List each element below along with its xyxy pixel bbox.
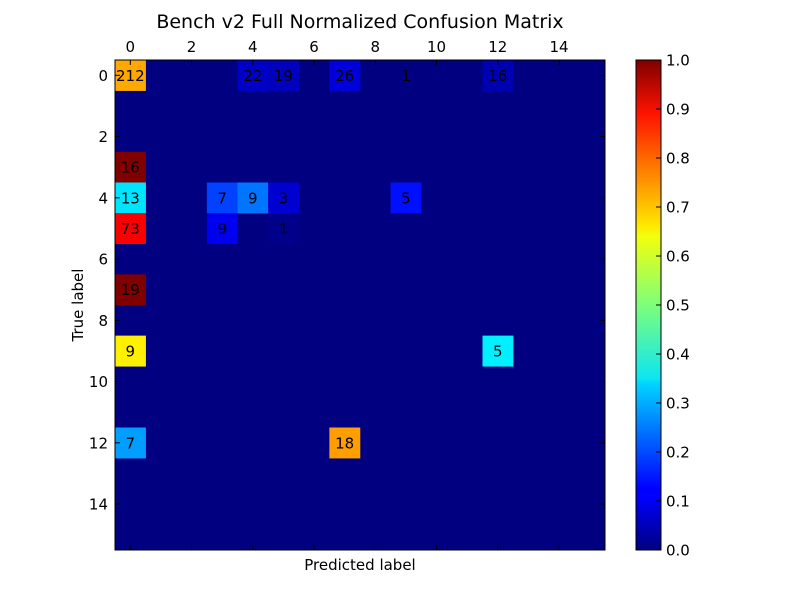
- y-tick-label: 10: [89, 373, 108, 391]
- chart-title: Bench v2 Full Normalized Confusion Matri…: [156, 11, 563, 33]
- matrix-cell-label: 5: [401, 189, 411, 207]
- x-tick-label: 12: [488, 38, 507, 56]
- matrix-cell-label: 7: [126, 434, 136, 452]
- matrix-cell: [115, 274, 146, 306]
- y-tick-label: 14: [89, 496, 108, 514]
- matrix-cell-label: 1: [279, 220, 289, 238]
- matrix-cell: [206, 213, 238, 245]
- colorbar-tick-label: 0.5: [666, 297, 690, 315]
- x-tick-label: 14: [550, 38, 569, 56]
- matrix-cell-label: 7: [217, 189, 227, 207]
- matrix-cells: [115, 60, 514, 459]
- colorbar-tick-label: 1.0: [666, 52, 690, 70]
- matrix-cell: [115, 151, 146, 183]
- matrix-cell: [390, 60, 422, 91]
- matrix-cell-label: 22: [243, 67, 262, 85]
- x-tick-label: 6: [309, 38, 319, 56]
- matrix-cell: [115, 182, 146, 214]
- colorbar-tick-label: 0.1: [666, 493, 690, 511]
- matrix-cell-label: 9: [248, 189, 258, 207]
- matrix-cell-label: 19: [274, 67, 293, 85]
- matrix-cell: [482, 60, 514, 91]
- matrix-cell-label: 212: [116, 67, 145, 85]
- x-axis-label: Predicted label: [304, 556, 415, 574]
- matrix-background: [115, 60, 605, 550]
- y-tick-label: 6: [98, 251, 108, 269]
- matrix-cell: [482, 335, 514, 367]
- matrix-cell: [115, 213, 146, 245]
- colorbar-ticks: 0.0 0.1 0.2 0.3 0.4 0.5 0.6 0.7 0.8 0.9 1.0: [656, 52, 690, 560]
- matrix-cell: [268, 213, 300, 245]
- matrix-cell-labels: 212 22 19 26 1 16 16 13 7 9 3 5 73 9 1 19 9 5 7 18: [114, 59, 606, 551]
- matrix-cell-label: 9: [126, 342, 136, 360]
- x-tick-label: 4: [248, 38, 258, 56]
- matrix-cell: [115, 60, 146, 91]
- matrix-cell-label: 16: [488, 67, 507, 85]
- matrix-cell: [329, 60, 361, 91]
- colorbar-tick-label: 0.4: [666, 346, 690, 364]
- matrix-cell: [329, 427, 361, 459]
- y-tick-label: 2: [98, 128, 108, 146]
- colorbar-tick-label: 0.2: [666, 444, 690, 462]
- y-tick-label: 8: [98, 312, 108, 330]
- y-tick-label: 0: [98, 67, 108, 85]
- matrix-cell: [115, 335, 146, 367]
- x-tick-label: 10: [427, 38, 446, 56]
- matrix-cell: [237, 60, 269, 91]
- colorbar-tick-label: 0.0: [666, 542, 690, 560]
- matrix-cell: [206, 182, 238, 214]
- matrix-cell-label: 3: [279, 189, 289, 207]
- x-axis-ticks: 0 2 4 6 8 10 12 14: [126, 38, 569, 550]
- matrix-cell: [115, 427, 146, 459]
- colorbar-tick-label: 0.7: [666, 199, 690, 217]
- matrix-zero-fill: [115, 60, 605, 550]
- matrix-cell-label: 1: [401, 67, 411, 85]
- matrix-cell: [237, 182, 269, 214]
- y-axis-ticks: 0 2 4 6 8 10 12 14: [89, 67, 605, 514]
- matrix-cell-label: 9: [217, 220, 227, 238]
- matrix-cell: [268, 60, 300, 91]
- x-tick-label: 0: [126, 38, 136, 56]
- y-tick-label: 12: [89, 434, 108, 452]
- matrix-cell-label: 19: [121, 281, 140, 299]
- matrix-cell-label: 26: [335, 67, 354, 85]
- matrix-cell-label: 16: [121, 159, 140, 177]
- colorbar-tick-label: 0.8: [666, 150, 690, 168]
- y-axis-label: True label: [69, 269, 87, 343]
- matrix-cell: [390, 182, 422, 214]
- matrix-cell: [268, 182, 300, 214]
- matrix-cell-label: 13: [121, 189, 140, 207]
- matrix-cell-label: 73: [121, 220, 140, 238]
- matrix-cell-label: 18: [335, 434, 354, 452]
- colorbar-tick-label: 0.9: [666, 101, 690, 119]
- colorbar-tick-label: 0.3: [666, 395, 690, 413]
- colorbar-tick-label: 0.6: [666, 248, 690, 266]
- x-tick-label: 8: [371, 38, 381, 56]
- y-tick-label: 4: [98, 189, 108, 207]
- matrix-cell-label: 5: [493, 342, 503, 360]
- x-tick-label: 2: [187, 38, 197, 56]
- matrix-border: [114, 59, 606, 551]
